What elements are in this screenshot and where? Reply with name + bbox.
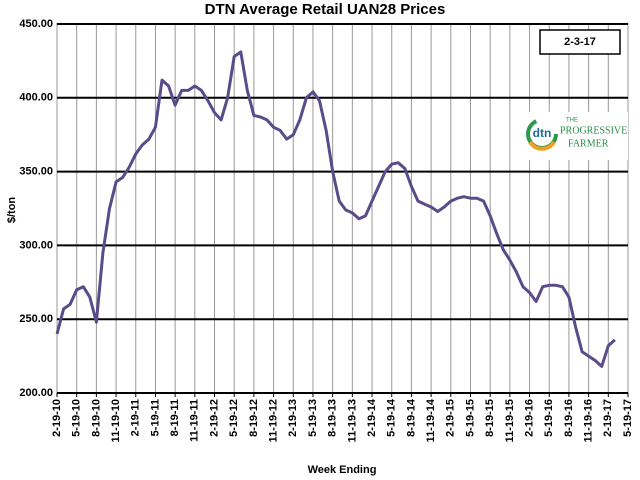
x-tick-label: 8-19-15 (484, 399, 496, 437)
x-tick-label: 2-19-14 (366, 398, 378, 437)
x-tick-label: 8-19-10 (90, 399, 102, 437)
x-tick-label: 11-19-16 (583, 399, 595, 442)
logo-the: THE (566, 118, 578, 124)
x-tick-label: 2-19-16 (523, 399, 535, 437)
x-tick-label: 2-19-13 (287, 399, 299, 437)
plot-area (56, 23, 629, 394)
x-tick-label: 5-19-12 (228, 399, 240, 437)
logo-name2: FARMER (568, 138, 609, 149)
x-tick-label: 5-19-13 (307, 399, 319, 437)
x-tick-label: 5-19-11 (149, 399, 161, 436)
x-tick-label: 11-19-12 (267, 399, 279, 442)
x-tick-label: 8-19-13 (327, 399, 339, 437)
x-tick-label: 2-19-17 (602, 399, 614, 437)
x-tick-label: 5-19-15 (464, 399, 476, 437)
y-tick-label: 300.00 (19, 239, 53, 251)
x-tick-label: 11-19-13 (346, 399, 358, 442)
x-axis-label: Week Ending (308, 464, 377, 476)
y-tick-label: 250.00 (19, 313, 53, 325)
y-tick-label: 400.00 (19, 92, 53, 104)
x-tick-label: 11-19-10 (110, 399, 122, 442)
logo-name1: PROGRESSIVE (560, 125, 627, 136)
x-tick-label: 5-19-10 (71, 399, 83, 437)
price-line (55, 50, 616, 368)
y-axis-label: $/ton (6, 197, 18, 224)
x-tick-label: 2-19-15 (445, 399, 457, 437)
logo-ring-accent (528, 140, 556, 151)
date-box-label: 2-3-17 (564, 36, 596, 48)
x-tick-label: 8-19-12 (248, 399, 260, 437)
x-tick-label: 11-19-11 (189, 399, 201, 442)
x-tick-label: 5-19-16 (543, 399, 555, 437)
x-tick-label: 8-19-16 (563, 399, 575, 437)
x-tick-label: 11-19-15 (504, 399, 516, 442)
y-tick-label: 450.00 (19, 18, 53, 30)
x-tick-label: 8-19-11 (169, 399, 181, 436)
logo-background (520, 112, 628, 160)
x-tick-label: 2-19-11 (130, 399, 142, 436)
x-tick-label: 5-19-14 (386, 398, 398, 437)
y-tick-label: 200.00 (19, 387, 53, 399)
x-tick-label: 2-19-10 (51, 399, 63, 437)
chart-title: DTN Average Retail UAN28 Prices (205, 1, 446, 18)
date-box (539, 29, 621, 55)
x-tick-label: 8-19-14 (405, 398, 417, 437)
logo-mark: dtn (533, 126, 552, 140)
x-tick-label: 11-19-14 (425, 398, 437, 442)
x-tick-label: 5-19-17 (622, 399, 634, 437)
x-tick-label: 2-19-12 (208, 399, 220, 437)
y-tick-label: 350.00 (19, 166, 53, 178)
